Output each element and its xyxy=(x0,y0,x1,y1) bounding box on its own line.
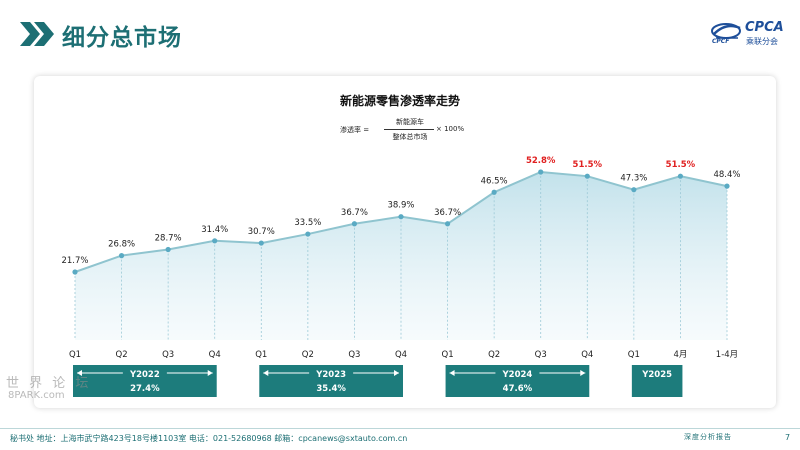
data-point xyxy=(398,214,404,220)
data-point xyxy=(491,189,497,195)
year-label: Y2024 xyxy=(502,370,533,380)
data-label: 36.7% xyxy=(341,208,368,218)
data-label: 30.7% xyxy=(248,227,275,237)
watermark-cn: 世 界 论 坛 xyxy=(6,376,92,391)
x-tick-label: Q4 xyxy=(209,350,221,360)
data-label: 26.8% xyxy=(108,240,135,250)
cpca-logo-icon xyxy=(711,23,741,39)
data-label: 48.4% xyxy=(713,170,740,180)
arrow-left-icon xyxy=(449,370,455,376)
data-point xyxy=(72,269,78,275)
penetration-formula: 渗透率 = 新能源车 整体总市场 × 100% xyxy=(340,117,470,143)
year-label-bg xyxy=(495,368,540,378)
page-number: 7 xyxy=(785,433,791,442)
x-tick-label: 1-4月 xyxy=(716,350,738,360)
data-point xyxy=(677,173,684,179)
data-label: 38.9% xyxy=(387,201,414,211)
data-label: 33.5% xyxy=(294,218,321,228)
data-point xyxy=(724,183,730,189)
year-label: Y2023 xyxy=(315,370,346,380)
data-point xyxy=(165,246,171,253)
data-label: 46.5% xyxy=(481,176,508,186)
data-point xyxy=(444,221,451,227)
footer-divider xyxy=(0,428,800,429)
data-label: 28.7% xyxy=(155,233,182,243)
formula-denominator: 整体总市场 xyxy=(392,133,428,141)
data-label: 21.7% xyxy=(61,256,88,266)
x-tick-label: Q2 xyxy=(302,350,314,360)
x-tick-label: Q4 xyxy=(395,350,407,360)
arrow-right-icon xyxy=(394,370,399,376)
data-point xyxy=(584,173,590,179)
year-label: Y2022 xyxy=(129,370,160,380)
data-point xyxy=(351,221,358,227)
data-point xyxy=(538,169,544,175)
data-label: 31.4% xyxy=(201,225,228,235)
year-average-label: 27.4% xyxy=(130,384,160,394)
year-label-bg xyxy=(635,368,680,378)
data-point xyxy=(631,187,637,193)
data-point xyxy=(212,238,218,244)
x-tick-label: Q3 xyxy=(162,350,174,360)
x-tick-label: Q1 xyxy=(69,350,81,360)
x-tick-label: Q1 xyxy=(628,350,640,360)
area-fill xyxy=(75,172,727,340)
arrow-left-icon xyxy=(77,370,82,376)
year-average-label: 47.6% xyxy=(503,384,533,394)
year-average-label: 35.4% xyxy=(316,384,346,394)
footer-contact: 秘书处 地址：上海市武宁路423号18号楼1103室 电话：021-526809… xyxy=(10,434,408,443)
page-header: 细分总市场 CPCA 乘联分会 CPCF xyxy=(0,0,800,62)
arrow-right-icon xyxy=(580,370,586,376)
footer-report-label: 深度分析报告 xyxy=(684,433,732,441)
formula-numerator: 新能源车 xyxy=(396,118,424,126)
formula-lhs: 渗透率 = xyxy=(340,126,370,134)
year-label: Y2025 xyxy=(641,370,672,380)
formula-fraction-bar xyxy=(384,129,434,130)
chart-title: 新能源零售渗透率走势 xyxy=(339,94,460,108)
arrow-left-icon xyxy=(263,370,269,376)
year-label-bg xyxy=(122,368,167,378)
data-point xyxy=(118,253,125,259)
data-label: 51.5% xyxy=(573,160,603,170)
x-tick-label: Q2 xyxy=(488,350,500,360)
logo-chinese-text: 乘联分会 xyxy=(746,37,778,46)
formula-rhs: × 100% xyxy=(436,125,465,133)
data-label: 52.8% xyxy=(526,156,556,166)
data-point xyxy=(258,240,264,246)
x-tick-label: Q1 xyxy=(442,350,454,360)
x-tick-label: Q2 xyxy=(116,350,128,360)
year-label-bg xyxy=(309,368,354,378)
arrow-right-icon xyxy=(207,370,213,376)
logo-text: CPCA xyxy=(745,20,784,35)
x-tick-label: Q3 xyxy=(535,350,547,360)
x-tick-label: Q3 xyxy=(348,350,360,360)
data-point xyxy=(305,231,311,237)
double-chevron-icon xyxy=(20,22,54,46)
data-label: 47.3% xyxy=(620,174,647,184)
section-title: 细分总市场 xyxy=(62,25,182,51)
logo-sub-text: CPCF xyxy=(712,38,730,45)
data-label: 51.5% xyxy=(666,160,696,170)
x-tick-label: Q4 xyxy=(581,350,593,360)
data-label: 36.7% xyxy=(434,208,461,218)
watermark-en: 8PARK.com xyxy=(8,390,65,401)
x-tick-label: Q1 xyxy=(255,350,267,360)
x-tick-label: 4月 xyxy=(673,350,687,360)
